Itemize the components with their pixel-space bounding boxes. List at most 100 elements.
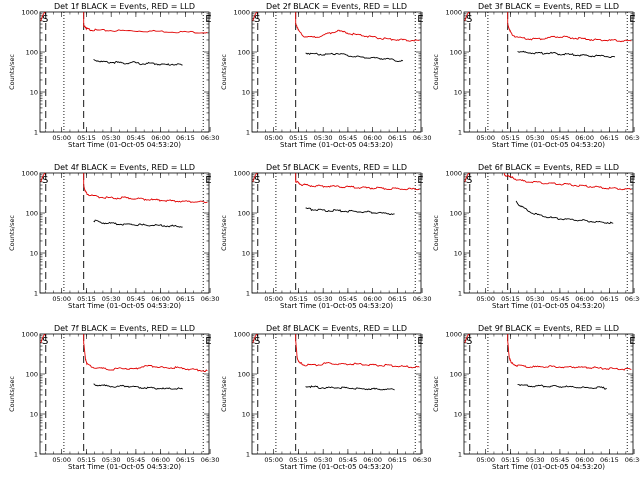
series-line-events [93, 219, 183, 228]
x-tick-label: 05:15 [501, 456, 520, 464]
x-tick-label: 05:15 [77, 295, 96, 303]
start-marker-label: S [466, 336, 472, 347]
y-axis-label: Counts/sec [8, 215, 16, 251]
y-tick-label: 100 [26, 210, 38, 218]
x-tick-label: 06:30 [413, 134, 432, 142]
chart-title: Det 5f BLACK = Events, RED = LLD [266, 163, 407, 172]
y-tick-label: 1 [34, 290, 38, 298]
x-tick-label: 05:45 [127, 134, 146, 142]
x-tick-label: 06:15 [388, 295, 407, 303]
x-tick-label: 05:30 [102, 134, 121, 142]
y-axis-label: Counts/sec [220, 215, 228, 251]
end-marker-label: E [629, 336, 635, 347]
start-marker-label: S [254, 336, 260, 347]
x-tick-label: 06:15 [176, 134, 195, 142]
x-tick-label: 05:00 [264, 295, 283, 303]
x-tick-label: 06:15 [600, 134, 619, 142]
end-marker-label: E [417, 14, 423, 25]
y-tick-label: 1000 [21, 331, 38, 339]
x-tick-label: 05:15 [501, 134, 520, 142]
x-tick-label: 06:30 [413, 456, 432, 464]
y-tick-label: 1000 [445, 170, 462, 178]
y-axis-label: Counts/sec [432, 215, 440, 251]
x-tick-label: 06:00 [363, 134, 382, 142]
x-tick-label: 06:30 [201, 456, 220, 464]
plot-frame [251, 333, 422, 455]
y-tick-label: 1 [458, 129, 462, 137]
y-tick-label: 1 [246, 290, 250, 298]
chart-panel-2: Det 2f BLACK = Events, RED = LLD 1 10 100 10… [220, 2, 431, 149]
series-line-lld [507, 334, 632, 371]
start-marker-label: S [42, 336, 48, 347]
x-tick-label: 05:00 [264, 456, 283, 464]
x-tick-label: 06:15 [176, 456, 195, 464]
series-line-lld [83, 12, 208, 34]
series-line-events [93, 383, 183, 390]
y-tick-label: 10 [30, 89, 38, 97]
x-tick-label: 06:30 [201, 134, 220, 142]
chart-title: Det 1f BLACK = Events, RED = LLD [54, 2, 195, 11]
x-tick-label: 05:00 [476, 456, 495, 464]
end-marker-label: E [205, 175, 211, 186]
y-axis-label: Counts/sec [432, 376, 440, 412]
x-tick-label: 06:15 [600, 295, 619, 303]
y-tick-label: 1 [458, 290, 462, 298]
series-line-lld-start [464, 173, 470, 183]
series-line-lld-start [40, 12, 46, 22]
y-tick-label: 1000 [445, 9, 462, 17]
x-tick-label: 05:15 [289, 295, 308, 303]
x-tick-label: 05:30 [314, 456, 333, 464]
y-tick-label: 10 [454, 411, 462, 419]
x-axis-label: Start Time (01-Oct-05 04:53:20) [492, 302, 605, 310]
plot-frame [463, 11, 634, 133]
y-tick-label: 100 [238, 210, 250, 218]
chart-panel-9: Det 9f BLACK = Events, RED = LLD 1 10 100 10… [432, 324, 640, 471]
y-tick-label: 100 [26, 49, 38, 57]
y-tick-label: 10 [242, 411, 250, 419]
series-line-lld [295, 334, 420, 369]
x-tick-label: 06:00 [151, 295, 170, 303]
x-tick-label: 05:15 [289, 456, 308, 464]
y-axis-label: Counts/sec [8, 54, 16, 90]
x-axis-label: Start Time (01-Oct-05 04:53:20) [280, 463, 393, 471]
y-tick-label: 1000 [21, 9, 38, 17]
series-line-lld-start [40, 173, 46, 183]
x-tick-label: 06:30 [625, 134, 640, 142]
start-marker-label: S [466, 175, 472, 186]
series-line-lld-start [252, 173, 258, 183]
x-tick-label: 05:00 [476, 134, 495, 142]
series-line-lld-start [464, 12, 470, 22]
x-tick-label: 05:00 [264, 134, 283, 142]
end-marker-label: E [417, 175, 423, 186]
series-line-events [517, 383, 607, 390]
x-tick-label: 05:00 [476, 295, 495, 303]
y-tick-label: 10 [242, 89, 250, 97]
x-tick-label: 05:15 [501, 295, 520, 303]
x-axis-label: Start Time (01-Oct-05 04:53:20) [492, 463, 605, 471]
end-marker-label: E [205, 336, 211, 347]
chart-panel-4: Det 4f BLACK = Events, RED = LLD 1 10 100 10… [8, 163, 219, 310]
y-tick-label: 10 [242, 250, 250, 258]
series-line-lld [83, 334, 208, 372]
x-axis-label: Start Time (01-Oct-05 04:53:20) [492, 141, 605, 149]
chart-title: Det 8f BLACK = Events, RED = LLD [266, 324, 407, 333]
y-axis-label: Counts/sec [8, 376, 16, 412]
x-tick-label: 05:45 [551, 456, 570, 464]
y-tick-label: 10 [30, 250, 38, 258]
start-marker-label: S [254, 175, 260, 186]
y-tick-label: 10 [30, 411, 38, 419]
chart-title: Det 3f BLACK = Events, RED = LLD [478, 2, 619, 11]
y-axis-label: Counts/sec [220, 376, 228, 412]
series-line-lld-start [464, 334, 470, 344]
x-tick-label: 06:30 [625, 295, 640, 303]
x-tick-label: 06:15 [600, 456, 619, 464]
x-tick-label: 05:30 [314, 295, 333, 303]
plot-frame [39, 11, 210, 133]
x-tick-label: 05:45 [551, 295, 570, 303]
x-tick-label: 06:00 [363, 456, 382, 464]
x-tick-label: 05:45 [339, 456, 358, 464]
x-tick-label: 05:30 [526, 456, 545, 464]
y-tick-label: 1 [34, 451, 38, 459]
x-tick-label: 06:00 [575, 295, 594, 303]
